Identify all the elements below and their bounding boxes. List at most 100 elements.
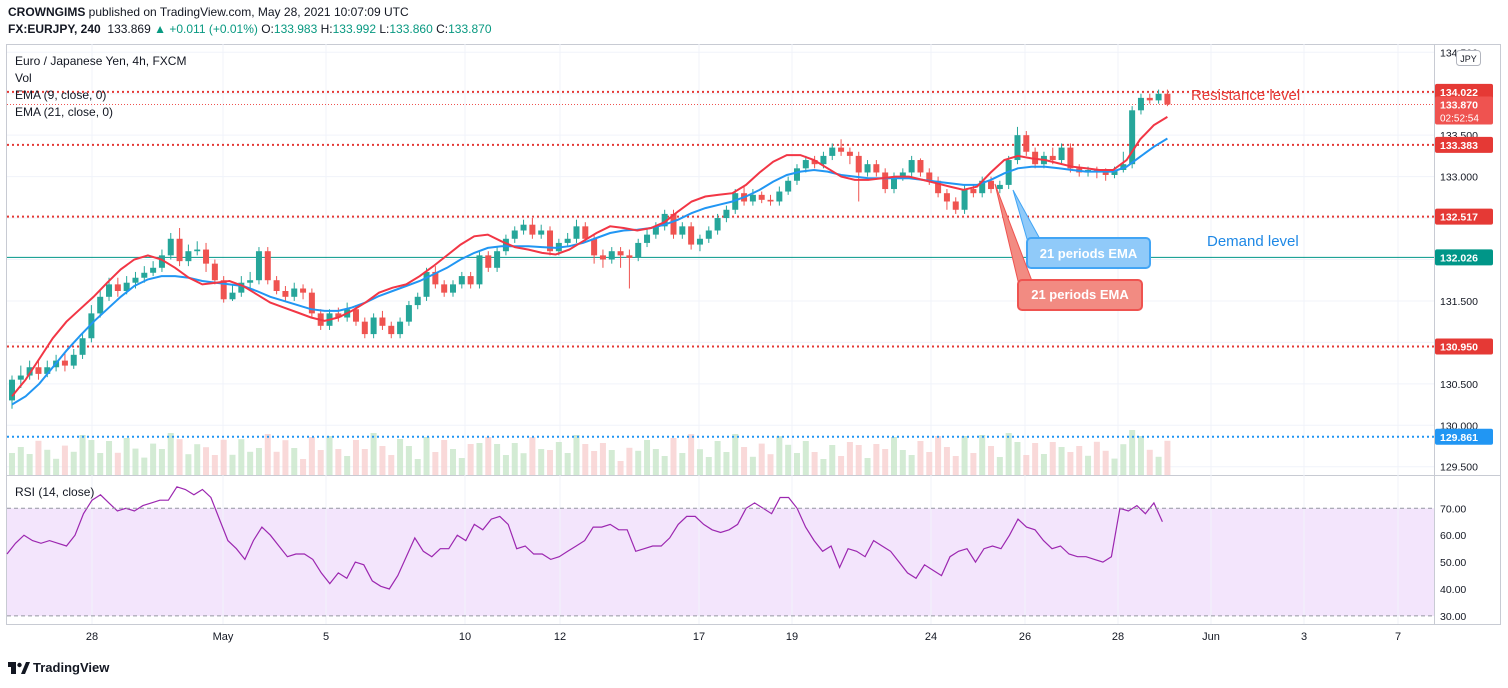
volume-bar (494, 444, 501, 475)
volume-bar (132, 448, 139, 475)
price-level-badge-bg (1435, 428, 1493, 445)
candle-body (723, 209, 730, 219)
candle-body (899, 172, 906, 177)
volume-bar (53, 458, 60, 475)
price-level-badge: 132.517 (1440, 212, 1478, 224)
candle-body (458, 276, 465, 285)
price-tick-label: 133.000 (1440, 172, 1478, 184)
candle-body (670, 213, 677, 235)
volume-bar (749, 456, 756, 475)
candle-body (123, 282, 130, 291)
ema9-legend: EMA (9, close, 0) (15, 88, 107, 102)
candle-body (996, 184, 1003, 190)
volume-bar (873, 444, 880, 475)
volume-bar (9, 453, 15, 475)
candle-body (935, 180, 942, 194)
price-level-badge: 133.383 (1440, 140, 1478, 152)
volume-bar (282, 440, 289, 475)
up-arrow-icon: ▲ (154, 22, 167, 36)
volume-bar (705, 457, 712, 475)
volume-bar (785, 444, 792, 475)
volume-bar (441, 440, 448, 475)
price-level-badge: 134.022 (1440, 87, 1478, 99)
candle-body (211, 263, 218, 281)
candle-body (423, 271, 430, 297)
volume-bar (838, 456, 845, 475)
time-axis: 28 May 5 10 12 17 19 24 26 28 Jun 3 7 (86, 631, 1401, 643)
candle-body (450, 284, 456, 293)
candle-body (26, 367, 33, 376)
candle-body (282, 290, 289, 297)
low-label: L: (379, 22, 390, 36)
price-level-badge-bg (1435, 338, 1493, 355)
volume-bar (1067, 452, 1074, 475)
candle-body (582, 226, 589, 239)
volume-bar (582, 444, 589, 475)
candle-body (370, 317, 377, 335)
price-change: +0.011 (+0.01%) (169, 22, 258, 36)
volume-bar (979, 435, 986, 475)
low-value: 133.860 (389, 22, 433, 36)
volume-bar (573, 435, 580, 475)
currency-badge[interactable] (1456, 50, 1481, 66)
volume-bar (467, 444, 474, 475)
volume-bar (917, 441, 924, 475)
candle-body (273, 280, 280, 291)
volume-bar (1076, 446, 1083, 475)
candle-body (255, 251, 262, 281)
candle-body (97, 296, 104, 314)
candle-body (397, 321, 404, 335)
volume-bar (1093, 441, 1100, 475)
candle-body (167, 238, 174, 256)
rsi-tick-label: 40.00 (1440, 584, 1466, 596)
volume-bar (141, 457, 148, 475)
volume-bar (370, 433, 377, 475)
volume-bar (688, 434, 695, 475)
time-tick-label: 3 (1301, 631, 1307, 643)
candle-body (943, 193, 950, 202)
volume-bar (829, 445, 836, 475)
volume-bar (1155, 456, 1162, 475)
volume-bar (1137, 436, 1144, 475)
candle-body (608, 251, 615, 260)
candle-body (688, 226, 695, 245)
volume-bar (732, 434, 739, 475)
tradingview-logo[interactable]: TradingView (8, 660, 109, 675)
volume-bar (952, 456, 959, 475)
ema21-line (11, 137, 1168, 406)
candle-body (811, 160, 818, 165)
last-price: 133.869 (107, 22, 151, 36)
volume-bar (961, 436, 968, 475)
candle-body (644, 234, 651, 243)
time-tick-label: 10 (459, 631, 471, 643)
time-tick-label: 28 (86, 631, 98, 643)
volume-bar (158, 449, 165, 475)
candle-body (1164, 93, 1171, 105)
volume-bar (1049, 442, 1056, 475)
price-tick-label: 129.500 (1440, 462, 1478, 474)
candle-body (1023, 135, 1030, 152)
tradingview-brand: TradingView (33, 660, 110, 675)
price-tick-label: 131.500 (1440, 296, 1478, 308)
volume-bar (220, 439, 227, 475)
volume-bar (679, 453, 686, 475)
candle-body (361, 321, 368, 335)
price-level-badge-bg (1435, 136, 1493, 153)
rsi-legend: RSI (14, close) (15, 485, 95, 499)
candle-body (573, 226, 580, 239)
candle-body (150, 267, 157, 273)
candle-body (767, 199, 774, 202)
high-value: 133.992 (332, 22, 377, 36)
candle-body (247, 280, 254, 283)
candle-body (626, 255, 633, 258)
candle-body (820, 155, 827, 165)
volume-bar (388, 455, 395, 475)
candle-body (70, 354, 77, 366)
countdown-label: 02:52:54 (1440, 114, 1479, 125)
candle-body (9, 379, 15, 401)
tradingview-logo-icon (8, 661, 30, 675)
candle-body (838, 147, 845, 152)
candles (9, 89, 1171, 409)
volume-bar (203, 447, 210, 475)
